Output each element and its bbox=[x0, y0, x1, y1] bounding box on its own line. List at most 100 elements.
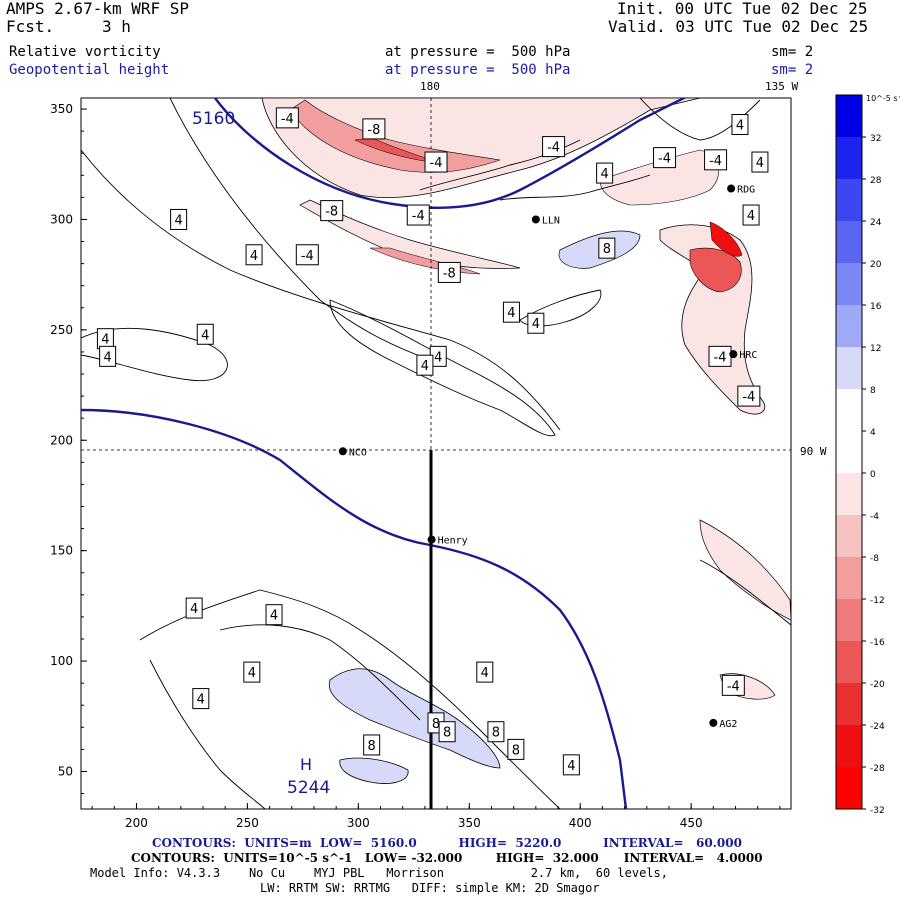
colorbar-segment bbox=[836, 305, 862, 348]
x-tick-label: 450 bbox=[680, 816, 703, 830]
contour-lower-1 bbox=[139, 589, 561, 809]
contour-label: 4 bbox=[502, 301, 520, 323]
contour-label-text: 4 bbox=[507, 306, 515, 321]
colorbar-segment bbox=[836, 431, 862, 474]
x-tick-label: 350 bbox=[458, 816, 481, 830]
contour-label-box bbox=[363, 734, 381, 756]
contour-label-box bbox=[265, 604, 283, 626]
footer-physics-info: LW: RRTM SW: RRTMG DIFF: simple KM: 2D S… bbox=[260, 881, 600, 895]
y-tick-label: 300 bbox=[50, 212, 73, 226]
contour-label-box bbox=[527, 312, 545, 334]
contour-label-text: 8 bbox=[603, 242, 611, 257]
footer-vort-contours: CONTOURS: UNITS=10^-5 s^-1 LOW= -32.000 … bbox=[131, 851, 763, 865]
contour-label-text: -4 bbox=[547, 141, 560, 156]
contour-label: -4 bbox=[704, 149, 728, 171]
contour-label-box bbox=[731, 113, 749, 135]
contour-label-text: -8 bbox=[325, 205, 338, 220]
colorbar-tick-label: 8 bbox=[870, 386, 876, 396]
contour-label-text: -4 bbox=[301, 249, 314, 264]
contour-label: -4 bbox=[737, 385, 761, 407]
contour-label-text: 4 bbox=[101, 333, 109, 348]
x-axis-ticks: 200 250 300 350 400 450 bbox=[91, 803, 781, 830]
colorbar-tick-label: -32 bbox=[870, 806, 885, 816]
contour-loop-left bbox=[81, 327, 228, 382]
high-mark: H bbox=[300, 755, 312, 774]
contour-label: 4 bbox=[245, 244, 263, 266]
plot-frame bbox=[80, 97, 792, 810]
contour-label-text: -8 bbox=[367, 123, 380, 138]
contour-label: 8 bbox=[438, 721, 456, 743]
contour-label-text: -4 bbox=[709, 154, 722, 169]
contour-label-box bbox=[502, 301, 520, 323]
contour-label-box bbox=[192, 688, 210, 710]
lon-label-135w: 135 W bbox=[765, 80, 799, 93]
field1-smooth: sm= 2 bbox=[771, 44, 814, 60]
contour-label-box bbox=[721, 674, 745, 696]
colorbar-frame bbox=[835, 94, 863, 810]
colorbar-tick-label: 24 bbox=[870, 218, 882, 228]
contour-arc-inner bbox=[169, 98, 431, 361]
contour-label-text: 4 bbox=[567, 759, 575, 774]
contour-label-text: 4 bbox=[197, 693, 205, 708]
station-marker: RDG bbox=[727, 184, 755, 196]
colorbar-tick-label: 4 bbox=[870, 428, 876, 438]
colorbar-segment bbox=[836, 389, 862, 432]
contour-label: -4 bbox=[406, 204, 430, 226]
contour-label-text: 4 bbox=[201, 328, 209, 343]
lon-label-180: 180 bbox=[420, 80, 440, 93]
station-marker: LLN bbox=[531, 215, 560, 226]
contour-label-text: -4 bbox=[412, 209, 425, 224]
contour-label-text: 4 bbox=[747, 209, 755, 224]
colorbar-segment bbox=[836, 599, 862, 642]
colorbar-segment bbox=[836, 179, 862, 222]
station-marker: AG2 bbox=[709, 718, 737, 730]
colorbar-segment bbox=[836, 641, 862, 684]
pos-region-lower bbox=[328, 668, 501, 769]
contour-label-box bbox=[542, 136, 566, 158]
contour-label-text: -4 bbox=[727, 679, 740, 694]
contour-label-text: 4 bbox=[103, 350, 111, 365]
contour-label: 4 bbox=[192, 688, 210, 710]
contour-label-text: 4 bbox=[174, 213, 182, 228]
y-axis-ticks: 50 100 150 200 250 300 350 bbox=[50, 102, 87, 795]
contour-label-text: 4 bbox=[421, 359, 429, 374]
contour-label: 4 bbox=[170, 208, 188, 230]
contour-label-box bbox=[507, 738, 525, 760]
contour-label-text: 8 bbox=[492, 726, 500, 741]
colorbar-segment bbox=[836, 557, 862, 600]
station-label: RDG bbox=[737, 185, 755, 196]
station-label: HRC bbox=[739, 350, 757, 361]
contour-label-box bbox=[598, 237, 616, 259]
y-tick-label: 50 bbox=[58, 764, 73, 778]
geopotential-height-contours bbox=[81, 98, 687, 809]
contour-label-text: 4 bbox=[190, 602, 198, 617]
contour-label-box bbox=[476, 661, 494, 683]
station-dot bbox=[709, 718, 718, 727]
station-dot bbox=[727, 184, 736, 193]
contour-label: 4 bbox=[185, 597, 203, 619]
contour-label: 8 bbox=[487, 721, 505, 743]
contour-lower-right bbox=[699, 559, 791, 626]
x-tick-label: 250 bbox=[236, 816, 259, 830]
contour-label-box bbox=[245, 244, 263, 266]
contour-label-box bbox=[243, 661, 261, 683]
contour-label: 8 bbox=[598, 237, 616, 259]
contour-label: 4 bbox=[751, 151, 769, 173]
lat-label-90w: 90 W bbox=[800, 445, 827, 458]
footer-model-info: Model Info: V4.3.3 No Cu MYJ PBL Morriso… bbox=[90, 866, 668, 880]
contour-label-box bbox=[275, 107, 299, 129]
station-marker: NCO bbox=[338, 447, 367, 458]
contour-label-box bbox=[406, 204, 430, 226]
contour-label-box bbox=[416, 354, 434, 376]
vorticity-contours bbox=[81, 98, 791, 809]
contour-label-text: 4 bbox=[250, 249, 258, 264]
contour-label-box bbox=[362, 118, 386, 140]
contour-label: 4 bbox=[96, 328, 114, 350]
contour-label: 4 bbox=[196, 323, 214, 345]
contour-lower-3 bbox=[219, 624, 421, 721]
contour-label-text: 4 bbox=[532, 317, 540, 332]
contour-label: -8 bbox=[362, 118, 386, 140]
colorbar-tick-label: 20 bbox=[870, 260, 882, 270]
station-label: NCO bbox=[349, 447, 367, 458]
